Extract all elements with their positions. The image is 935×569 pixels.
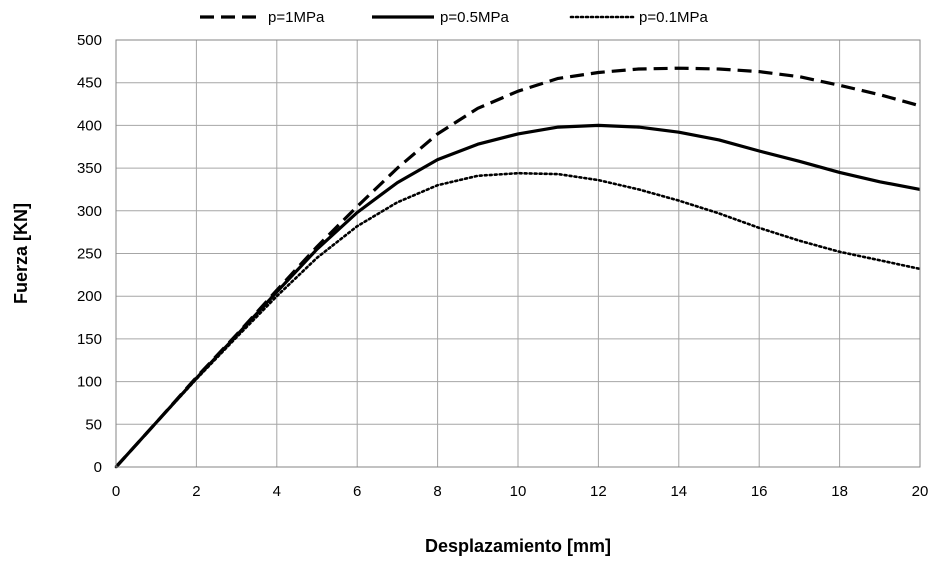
y-tick-label: 350 [77, 160, 102, 177]
x-tick-label: 4 [273, 483, 281, 500]
x-tick-label: 0 [112, 483, 120, 500]
x-tick-label: 16 [751, 483, 768, 500]
x-tick-label: 20 [912, 483, 929, 500]
legend-label-1: p=1MPa [268, 9, 325, 26]
x-tick-label: 12 [590, 483, 607, 500]
series-line-2 [114, 123, 921, 469]
y-tick-label: 500 [77, 32, 102, 49]
x-tick-label: 18 [831, 483, 848, 500]
x-tick-label: 6 [353, 483, 361, 500]
series-lines [114, 66, 922, 469]
y-tick-labels: 0 50 100 150 200 250 300 350 400 450 500 [77, 32, 102, 476]
y-tick-label: 400 [77, 117, 102, 134]
grid [115, 39, 921, 468]
y-tick-label: 300 [77, 203, 102, 220]
plot-frame [115, 39, 921, 468]
y-tick-label: 450 [77, 75, 102, 92]
y-tick-label: 0 [94, 459, 102, 476]
y-tick-label: 250 [77, 246, 102, 263]
x-tick-labels: 0 2 4 6 8 10 12 14 16 18 20 [112, 483, 929, 500]
y-tick-label: 50 [85, 416, 102, 433]
x-axis-title: Desplazamiento [mm] [425, 536, 611, 556]
y-tick-label: 100 [77, 374, 102, 391]
x-tick-label: 10 [510, 483, 527, 500]
legend-label-3: p=0.1MPa [639, 9, 708, 26]
legend: p=1MPa p=0.5MPa p=0.1MPa [200, 9, 708, 26]
y-tick-label: 200 [77, 288, 102, 305]
x-tick-label: 14 [670, 483, 687, 500]
legend-label-2: p=0.5MPa [440, 9, 509, 26]
y-tick-label: 150 [77, 331, 102, 348]
series-line-3 [114, 171, 922, 469]
x-tick-label: 8 [433, 483, 441, 500]
x-tick-label: 2 [192, 483, 200, 500]
y-axis-title: Fuerza [KN] [11, 203, 31, 304]
